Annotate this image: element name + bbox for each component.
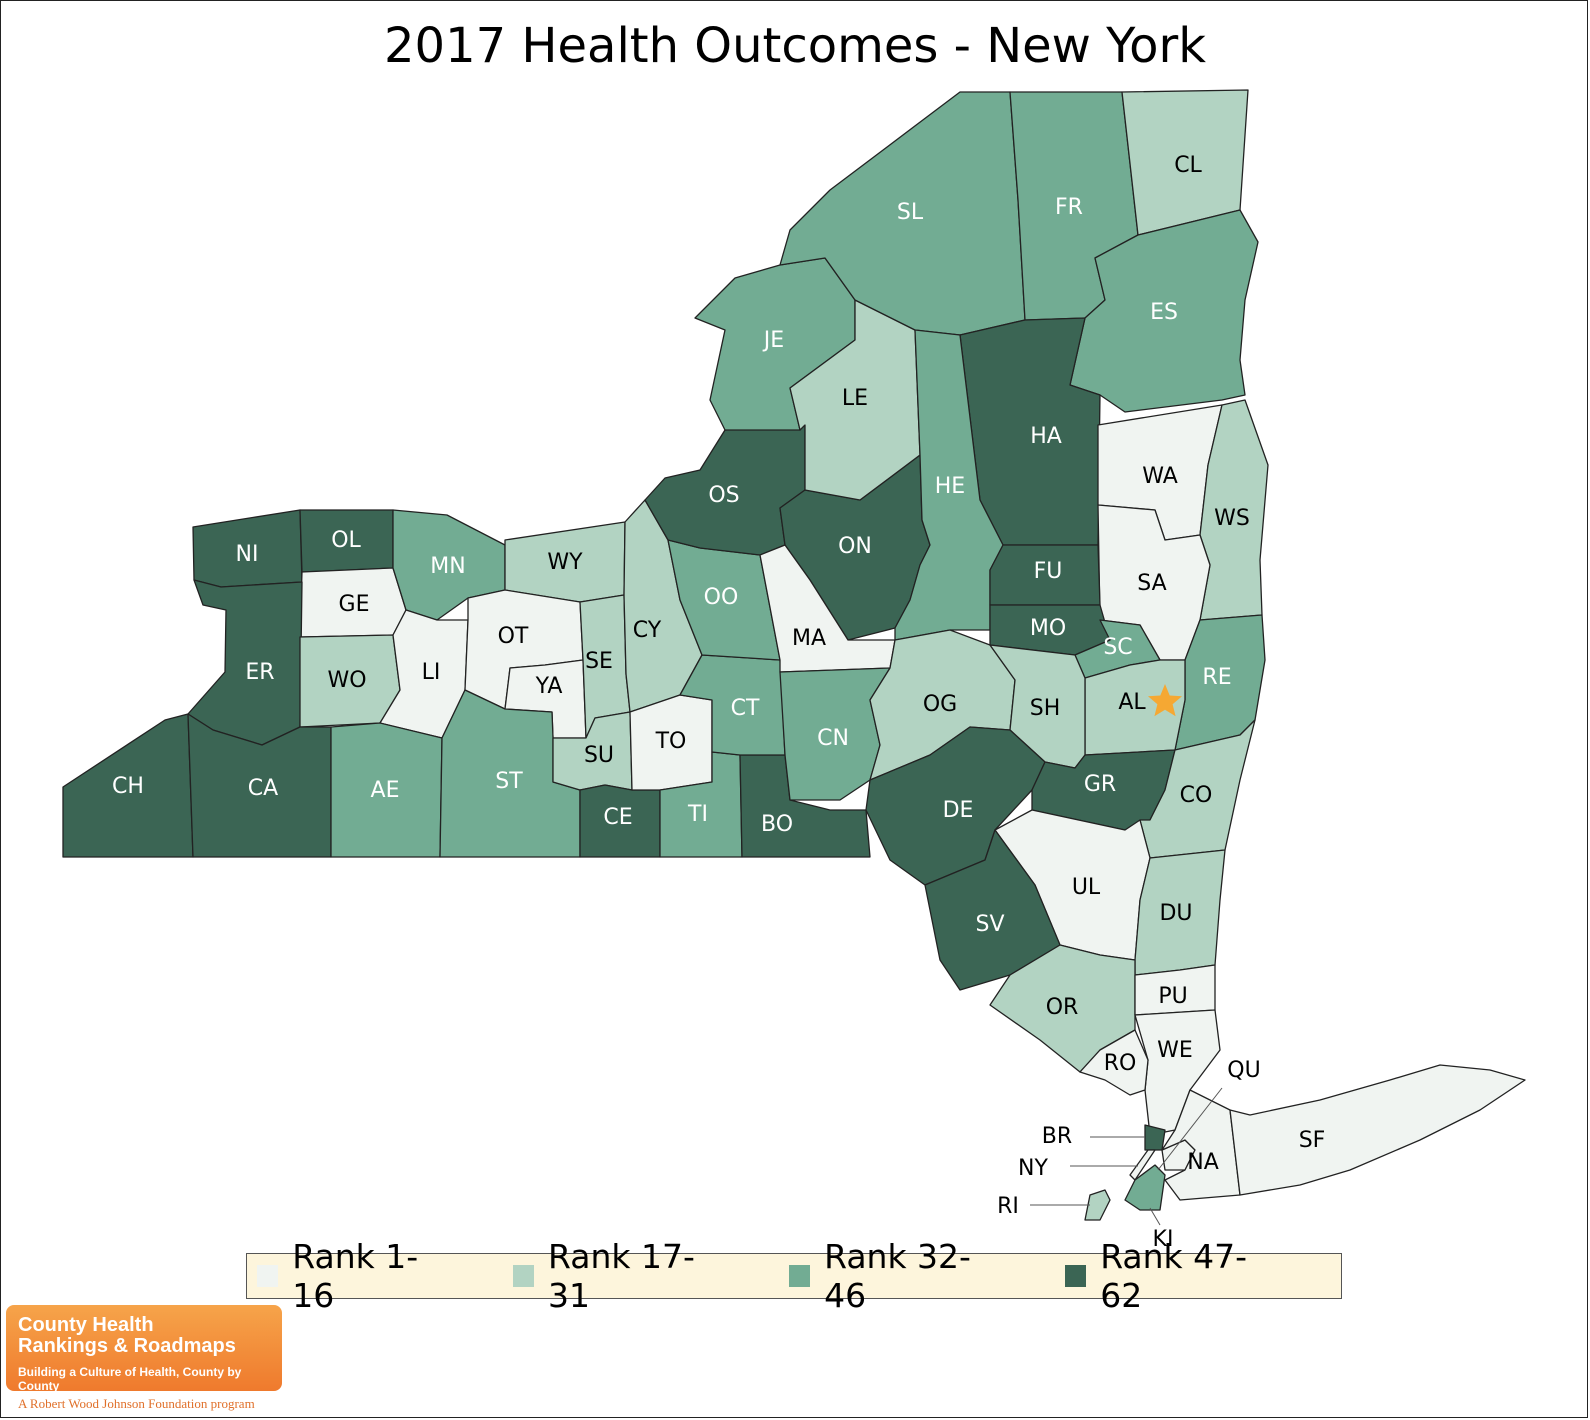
county-label-ni: NI xyxy=(236,542,259,567)
leader-line-ki xyxy=(1149,1207,1161,1226)
county-label-ya: YA xyxy=(535,674,563,699)
county-label-we: WE xyxy=(1157,1038,1193,1063)
county-label-ca: CA xyxy=(248,776,278,801)
county-label-re: RE xyxy=(1202,665,1231,690)
county-label-ro: RO xyxy=(1104,1051,1137,1076)
leader-line-qu xyxy=(1157,1087,1223,1171)
county-label-mn: MN xyxy=(430,554,465,579)
county-label-br: BR xyxy=(1042,1124,1072,1149)
county-label-es: ES xyxy=(1150,300,1178,325)
county-label-mo: MO xyxy=(1030,616,1066,641)
county-label-sv: SV xyxy=(975,912,1004,937)
county-label-sc: SC xyxy=(1103,635,1132,660)
county-label-cl: CL xyxy=(1174,153,1202,178)
county-label-li: LI xyxy=(422,660,441,685)
county-label-na: NA xyxy=(1187,1150,1219,1175)
county-label-ae: AE xyxy=(371,778,400,803)
legend-label: Rank 32-46 xyxy=(824,1237,971,1315)
county-label-st: ST xyxy=(495,769,523,794)
county-label-se: SE xyxy=(585,649,613,674)
county-label-sl: SL xyxy=(897,200,924,225)
county-label-ws: WS xyxy=(1214,506,1250,531)
county-label-qu: QU xyxy=(1227,1058,1260,1083)
legend-swatch xyxy=(1064,1265,1087,1287)
county-label-fr: FR xyxy=(1055,195,1083,220)
county-label-sh: SH xyxy=(1030,696,1061,721)
legend-item-rank-1-16: Rank 1-16 xyxy=(257,1237,455,1315)
county-label-co: CO xyxy=(1180,783,1213,808)
county-label-sa: SA xyxy=(1137,571,1166,596)
county-label-bo: BO xyxy=(761,812,793,837)
county-label-er: ER xyxy=(245,660,274,685)
logo-line-2: Rankings & Roadmaps xyxy=(18,1335,236,1357)
county-label-os: OS xyxy=(708,483,739,508)
legend-item-rank-47-62: Rank 47-62 xyxy=(1064,1237,1283,1315)
county-label-ch: CH xyxy=(112,774,144,799)
county-label-on: ON xyxy=(838,534,872,559)
county-na xyxy=(1161,1089,1241,1201)
legend-label: Rank 47-62 xyxy=(1100,1237,1248,1315)
county-label-je: JE xyxy=(762,328,784,353)
logo-subtitle: A Robert Wood Johnson Foundation program xyxy=(18,1396,255,1411)
county-sf xyxy=(1229,1064,1526,1196)
county-label-su: SU xyxy=(584,743,614,768)
county-label-ge: GE xyxy=(339,592,370,617)
logo-tagline: Building a Culture of Health, County by … xyxy=(18,1365,242,1393)
county-label-ce: CE xyxy=(603,805,632,830)
county-label-wy: WY xyxy=(547,550,583,575)
county-label-cn: CN xyxy=(817,726,849,751)
county-cl xyxy=(1121,89,1249,236)
county-label-ti: TI xyxy=(687,802,708,827)
county-label-wa: WA xyxy=(1142,464,1178,489)
legend-swatch xyxy=(512,1265,535,1287)
county-label-to: TO xyxy=(655,729,687,754)
county-health-rankings-logo: County Health Rankings & Roadmaps Buildi… xyxy=(6,1305,282,1393)
county-br xyxy=(1144,1124,1166,1151)
county-label-ct: CT xyxy=(731,696,760,721)
county-label-du: DU xyxy=(1159,901,1192,926)
county-label-le: LE xyxy=(842,386,868,411)
legend-label: Rank 17-31 xyxy=(548,1237,695,1315)
county-label-wo: WO xyxy=(327,668,366,693)
county-label-pu: PU xyxy=(1158,984,1187,1009)
county-label-ot: OT xyxy=(498,624,529,649)
county-ro xyxy=(1079,1029,1149,1096)
county-ki xyxy=(1124,1164,1166,1211)
county-ca xyxy=(187,713,332,858)
county-le xyxy=(789,299,921,501)
legend-swatch xyxy=(788,1265,811,1287)
legend-label: Rank 1-16 xyxy=(292,1237,419,1315)
county-es xyxy=(1069,209,1259,413)
county-label-fu: FU xyxy=(1034,559,1063,584)
county-label-ul: UL xyxy=(1072,875,1101,900)
logo-line-1: County Health xyxy=(18,1314,154,1336)
legend-item-rank-32-46: Rank 32-46 xyxy=(788,1237,1007,1315)
county-label-ki: KI xyxy=(1153,1227,1174,1252)
legend-item-rank-17-31: Rank 17-31 xyxy=(512,1237,731,1315)
county-label-ol: OL xyxy=(331,528,361,553)
county-label-og: OG xyxy=(923,692,957,717)
county-label-he: HE xyxy=(935,474,965,499)
county-label-ha: HA xyxy=(1030,424,1062,449)
map-title: 2017 Health Outcomes - New York xyxy=(384,18,1206,74)
capital-star-icon xyxy=(1148,684,1182,717)
county-label-cy: CY xyxy=(633,618,662,643)
legend-swatch xyxy=(257,1265,279,1287)
county-label-ri: RI xyxy=(997,1194,1019,1219)
county-label-oo: OO xyxy=(704,585,739,610)
county-label-ny: NY xyxy=(1018,1156,1048,1181)
county-label-gr: GR xyxy=(1084,772,1116,797)
county-label-de: DE xyxy=(943,798,974,823)
county-ri xyxy=(1084,1189,1111,1221)
county-pu xyxy=(1134,964,1216,1016)
county-de xyxy=(865,726,1046,886)
county-label-al: AL xyxy=(1118,690,1146,715)
county-label-sf: SF xyxy=(1299,1128,1326,1153)
county-label-or: OR xyxy=(1046,995,1079,1020)
legend: Rank 1-16 Rank 17-31 Rank 32-46 Rank 47-… xyxy=(246,1237,1342,1315)
county-label-ma: MA xyxy=(792,626,826,651)
